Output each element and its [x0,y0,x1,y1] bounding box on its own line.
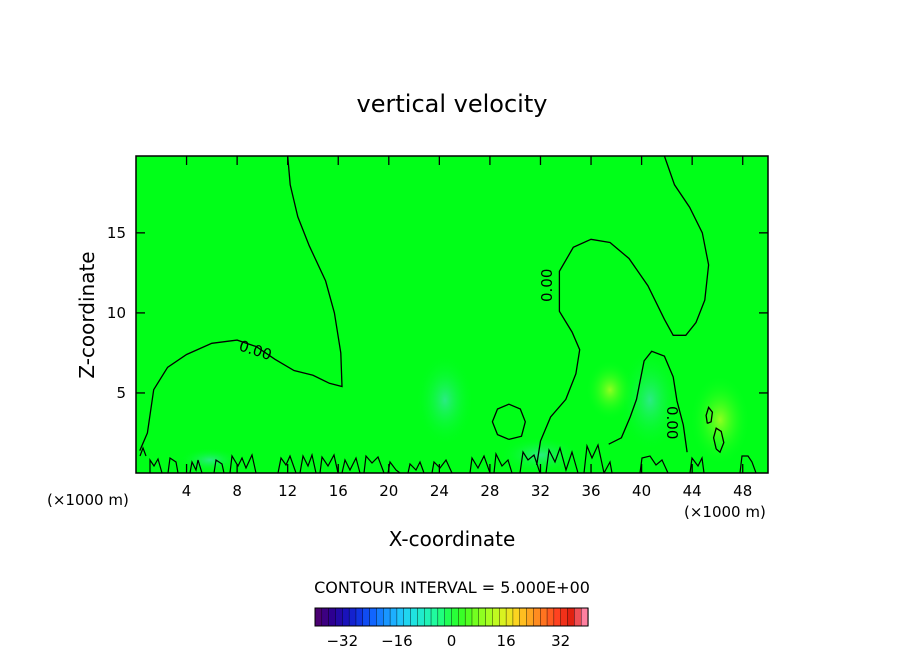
colorbar-swatch [410,607,418,627]
colorbar-swatch [546,607,555,627]
colorbar-swatch [328,607,337,627]
y-tick-label: 10 [107,304,126,322]
colorbar-swatch [499,607,507,627]
y-tick-label: 15 [107,224,126,242]
contour-label: 0.00 [663,406,681,439]
colorbar-swatch [485,607,494,627]
shade-blob [500,437,580,473]
colorbar-swatch [444,607,453,627]
colorbar-swatch [396,607,405,627]
colorbar-tick-labels: −32 −16 0 16 32 [326,632,570,650]
colorbar-swatch [505,607,514,627]
contour-line [705,406,714,424]
colorbar-tick-label: 32 [551,632,570,650]
shade-blob [586,360,634,420]
colorbar-swatch [355,607,364,627]
colorbar-swatch [492,607,500,627]
x-tick-label: 4 [182,482,192,500]
contour-line [536,156,710,466]
colorbar-swatch [314,607,323,627]
x-tick-label: 48 [733,482,752,500]
colorbar-swatch [362,607,371,627]
plot-frame [135,155,769,474]
plot-area [135,155,769,474]
x-tick-label: 20 [379,482,398,500]
color-field [180,350,750,473]
colorbar-swatch [342,607,350,627]
colorbar-swatch [567,607,575,627]
colorbar-swatch [540,607,548,627]
colorbar-swatch [574,607,582,627]
x-tick-label: 40 [632,482,651,500]
contour-line [608,350,688,453]
x-tick-label: 24 [430,482,449,500]
x-unit-left: (×1000 m) [47,491,129,509]
colorbar-swatch [512,607,521,627]
x-tick-label: 8 [232,482,242,500]
x-tick-labels: 4 8 12 16 20 24 28 32 36 40 44 48 [182,482,752,500]
colorbar-swatch [424,607,432,627]
y-tick-marks [136,232,768,394]
contour-line [712,427,725,454]
colorbar-frame [314,607,589,627]
colorbar-swatch [451,607,459,627]
colorbar-swatch [471,607,480,627]
colorbar-swatch [478,607,487,627]
colorbar-swatch [560,607,569,627]
x-axis-label: X-coordinate [389,527,516,551]
y-tick-labels: 5 10 15 [107,224,126,402]
x-tick-label: 36 [581,482,600,500]
colorbar-tick-label: −16 [381,632,413,650]
chart-title: vertical velocity [357,90,548,118]
colorbar-swatch [526,607,535,627]
colorbar-swatch [519,607,528,627]
colorbar-swatch [533,607,541,627]
colorbar-swatch [321,607,330,627]
colorbar-swatch [458,607,466,627]
colorbar-swatch [437,607,446,627]
x-tick-label: 12 [278,482,297,500]
colorbar-swatch [464,607,473,627]
colorbar-swatch [403,607,412,627]
colorbar-swatch [383,607,391,627]
x-tick-label: 28 [480,482,499,500]
colorbar-tick-label: 16 [497,632,516,650]
colorbar-swatch [417,607,425,627]
colorbar-swatch [369,607,378,627]
contour-label: 0.00 [538,269,556,302]
contour-lines [139,156,725,466]
shade-blob [690,375,750,465]
colorbar-swatch [389,607,398,627]
x-unit-right: (×1000 m) [684,503,766,521]
y-axis-label: Z-coordinate [75,251,99,378]
colorbar-swatch [335,607,343,627]
colorbar-swatch [376,607,384,627]
x-tick-marks [185,156,744,473]
x-tick-label: 44 [683,482,702,500]
colorbar [314,607,589,627]
colorbar-tick-label: 0 [447,632,457,650]
shade-blob [417,355,473,445]
colorbar-tick-label: −32 [326,632,358,650]
contour-interval-label: CONTOUR INTERVAL = 5.000E+00 [314,578,590,597]
x-tick-label: 16 [329,482,348,500]
colorbar-swatch [430,607,439,627]
y-tick-label: 5 [116,384,126,402]
contour-line [491,403,526,441]
colorbar-swatch [553,607,562,627]
colorbar-swatch [348,607,357,627]
shade-blob [620,350,680,450]
colorbar-swatch [580,607,589,627]
x-tick-label: 32 [531,482,550,500]
shade-blob [180,448,240,472]
contour-line [139,156,343,451]
